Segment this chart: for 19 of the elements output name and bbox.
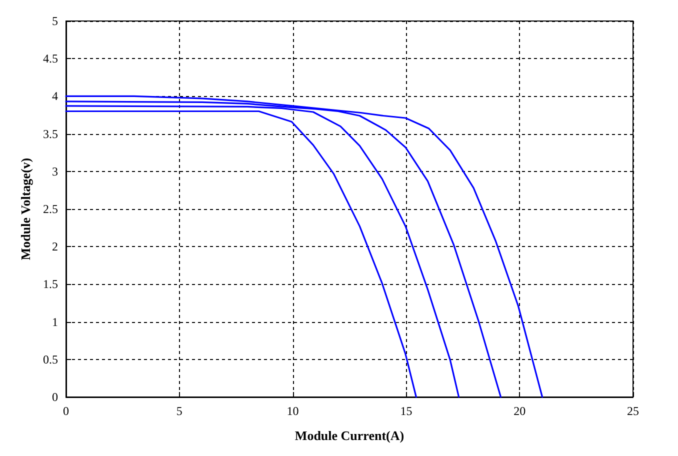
y-tick-label: 0.5 (43, 352, 58, 366)
x-tick-label: 25 (627, 404, 639, 418)
x-axis-title: Module Current(A) (294, 428, 404, 443)
y-tick-label: 3.5 (43, 126, 58, 141)
y-tick-label: 4.5 (43, 52, 58, 66)
y-axis-title: Module Voltage(v) (18, 158, 34, 260)
x-tick-label: 10 (286, 404, 299, 418)
x-tick-label: 5 (176, 404, 182, 418)
y-tick-label: 5 (52, 14, 58, 28)
y-tick-label: 1.5 (43, 277, 58, 292)
x-tick-label: 15 (400, 404, 412, 418)
x-tick-label: 20 (514, 404, 526, 418)
y-tick-label: 1 (52, 314, 58, 329)
x-tick-label: 0 (63, 404, 69, 418)
y-tick-label: 3 (52, 164, 58, 178)
y-tick-label: 4 (52, 89, 58, 104)
y-tick-label: 2.5 (43, 202, 58, 216)
y-tick-label: 2 (52, 240, 58, 254)
y-tick-label: 0 (52, 390, 58, 404)
